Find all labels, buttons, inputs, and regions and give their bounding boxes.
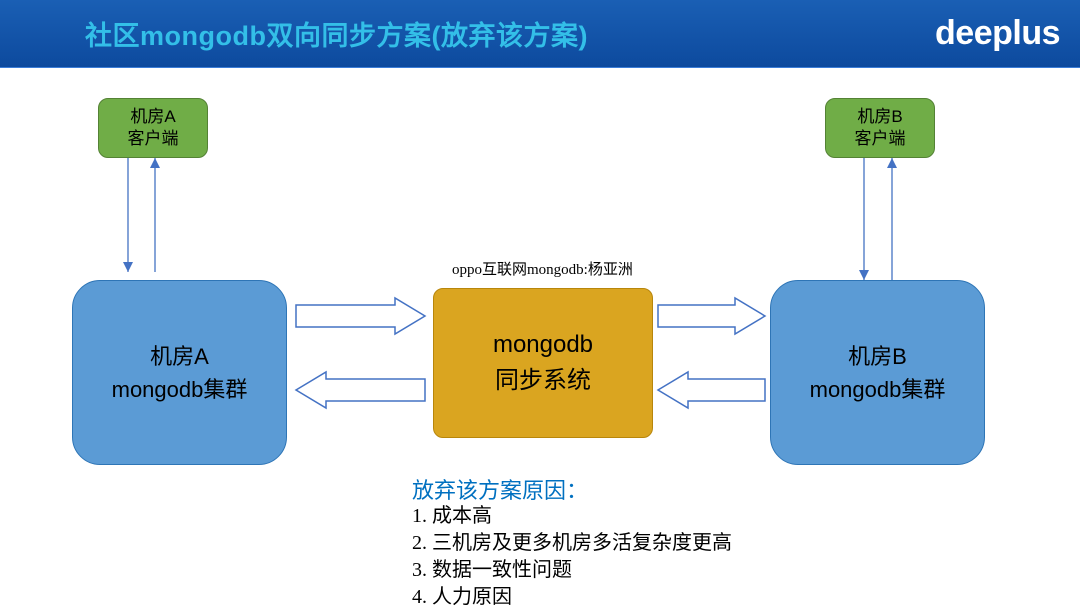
slide-title: 社区mongodb双向同步方案(放弃该方案) <box>85 14 588 53</box>
reason-item: 3. 数据一致性问题 <box>412 557 732 584</box>
reasons-heading: 放弃该方案原因： <box>412 473 588 505</box>
reasons-list: 1. 成本高2. 三机房及更多机房多活复杂度更高3. 数据一致性问题4. 人力原… <box>412 503 732 608</box>
brand-logo: deeplus <box>935 14 1060 53</box>
reason-item: 4. 人力原因 <box>412 584 732 608</box>
slide-header: 社区mongodb双向同步方案(放弃该方案) deeplus <box>0 0 1080 68</box>
diagram-canvas: oppo互联网mongodb:杨亚洲 机房A 客户端 机房B 客户端 机房A m… <box>0 68 1080 608</box>
reason-item: 1. 成本高 <box>412 503 732 530</box>
reason-item: 2. 三机房及更多机房多活复杂度更高 <box>412 530 732 557</box>
